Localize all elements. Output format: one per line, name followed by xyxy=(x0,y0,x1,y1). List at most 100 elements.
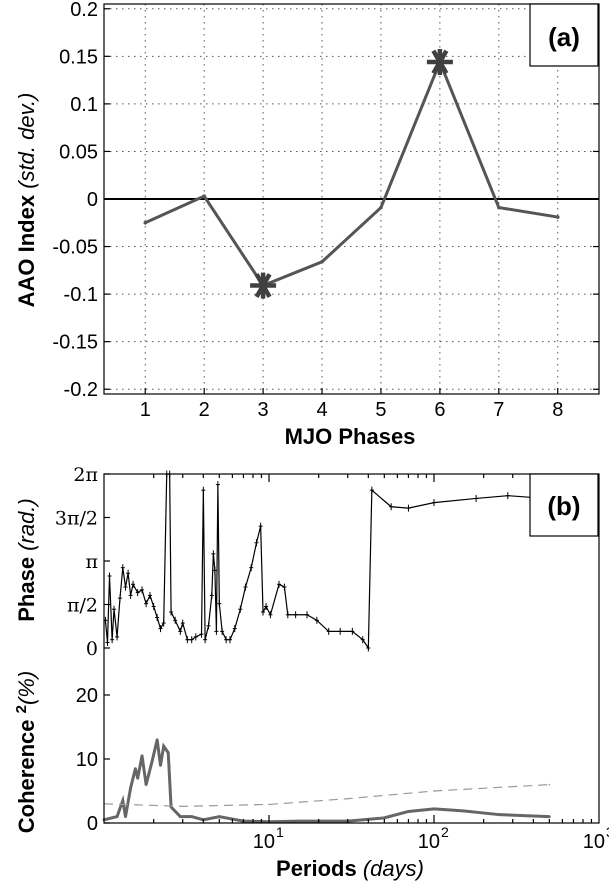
phase-point xyxy=(505,492,510,500)
coherence-point xyxy=(166,751,170,754)
panel-a: 0.2 0.15 0.1 0.05 0 -0.05 -0.1 -0.15 -0.2 1 2 3 4 5 6… xyxy=(14,0,600,449)
coherence-point xyxy=(178,815,182,818)
phase-point xyxy=(147,591,152,599)
coherence-ylabel-unit: (%) xyxy=(14,671,39,705)
panel-a-data-point xyxy=(143,220,148,225)
coherence-ytick-label: 20 xyxy=(76,685,98,707)
phase-point xyxy=(285,611,290,619)
panel-a-data-point xyxy=(555,215,560,219)
panel-b-xtick-base: 10 xyxy=(253,831,275,853)
phase-point xyxy=(173,616,178,624)
phase-point xyxy=(232,625,237,633)
phase-point xyxy=(212,566,217,574)
coherence-point xyxy=(129,786,133,790)
panel-a-ytick-label: -0.1 xyxy=(64,284,98,306)
panel-a-xtick-label: 8 xyxy=(552,399,563,421)
phase-ytick-label: π/2 xyxy=(67,594,98,616)
coherence-point xyxy=(124,815,127,818)
phase-point xyxy=(120,564,125,572)
phase-point xyxy=(158,625,163,633)
phase-point xyxy=(115,633,120,641)
coherence-point xyxy=(461,809,465,813)
panel-a-ytick-label: 0.05 xyxy=(59,141,98,163)
coherence-point xyxy=(155,738,159,742)
panel-b-xlabel: Periods (days) xyxy=(276,856,424,881)
panel-a-ytick-label: 0.2 xyxy=(70,0,98,21)
phase-point xyxy=(203,636,208,644)
phase-point xyxy=(293,611,298,619)
panel-b-x-ticks: 101102103 xyxy=(153,474,609,853)
phase-point xyxy=(366,644,371,652)
phase-point xyxy=(326,627,331,635)
coherence-point xyxy=(150,760,154,764)
coherence-point xyxy=(121,799,125,802)
coherence-point xyxy=(162,744,166,748)
panel-a-ylabel-unit: (std. dev.) xyxy=(14,93,39,189)
panel-a-ylabel-text: AAO Index xyxy=(14,194,39,307)
phase-point xyxy=(180,619,185,627)
phase-point xyxy=(264,602,269,610)
coherence-point xyxy=(382,816,386,820)
panel-b-xlabel-unit: (days) xyxy=(363,856,424,881)
threshold-points xyxy=(103,783,551,808)
panel-b-xtick-label: 10 xyxy=(418,831,440,853)
phase-point xyxy=(161,619,166,627)
coherence-point xyxy=(547,815,551,818)
panel-b-label-box xyxy=(529,473,599,537)
phase-ytick-label: 0 xyxy=(86,638,98,660)
panel-a-ytick-label: 0.15 xyxy=(59,46,98,68)
phase-ylabel: Phase (rad.) xyxy=(14,498,39,622)
phase-point xyxy=(117,594,122,602)
phase-ylabel-text: Phase xyxy=(14,557,39,622)
panel-a-label: (a) xyxy=(548,22,580,52)
panel-a-ytick-label: -0.05 xyxy=(52,237,98,259)
panel-b-frame xyxy=(103,473,600,824)
panel-a-ytick-label: 0 xyxy=(87,189,98,211)
panel-a-data-point xyxy=(202,194,206,198)
coherence-point xyxy=(190,815,194,818)
coherence-point xyxy=(134,767,137,770)
significance-star-marker xyxy=(250,272,277,299)
coherence-point xyxy=(144,783,148,786)
panel-a-label-box xyxy=(529,3,599,67)
panel-a-points xyxy=(143,60,560,288)
panel-a-data-point xyxy=(379,205,383,210)
phase-point xyxy=(206,622,211,630)
panel-a-xtick-label: 5 xyxy=(375,399,386,421)
panel-a-grid xyxy=(104,4,599,394)
phase-point xyxy=(112,605,117,613)
panel-b-xtick-label: 10 xyxy=(253,831,275,853)
panel-b-label: (b) xyxy=(547,491,580,521)
panel-a-series-line xyxy=(144,58,558,288)
phase-point xyxy=(151,602,156,610)
phase-point xyxy=(169,608,174,616)
coherence-point xyxy=(432,807,436,811)
threshold-point xyxy=(548,783,551,786)
phase-point xyxy=(432,499,436,507)
coherence-ylabel-superscript: 2 xyxy=(13,705,30,713)
phase-point xyxy=(201,486,206,494)
panel-a-xtick-label: 3 xyxy=(258,399,269,421)
phase-point xyxy=(350,627,355,635)
panel-a-ylabel: AAO Index (std. dev.) xyxy=(14,93,39,308)
panel-a-xtick-label: 7 xyxy=(493,399,504,421)
phase-point xyxy=(155,614,160,622)
threshold-point xyxy=(181,805,184,808)
phase-point xyxy=(243,583,248,591)
panel-a-xtick-label: 2 xyxy=(199,399,210,421)
phase-point xyxy=(199,630,204,638)
coherence-ytick-label: 10 xyxy=(76,749,98,771)
threshold-point xyxy=(346,797,349,800)
phase-point xyxy=(110,636,115,644)
phase-point xyxy=(128,591,133,599)
phase-point xyxy=(305,611,310,619)
panel-a-xlabel: MJO Phases xyxy=(285,424,416,449)
coherence-point xyxy=(140,754,144,758)
panel-b-xtick-base: 10 xyxy=(418,831,440,853)
phase-point xyxy=(360,636,365,644)
phase-point xyxy=(268,611,273,619)
panel-a-xtick-label: 1 xyxy=(140,399,151,421)
panel-a-data-point xyxy=(320,259,324,264)
